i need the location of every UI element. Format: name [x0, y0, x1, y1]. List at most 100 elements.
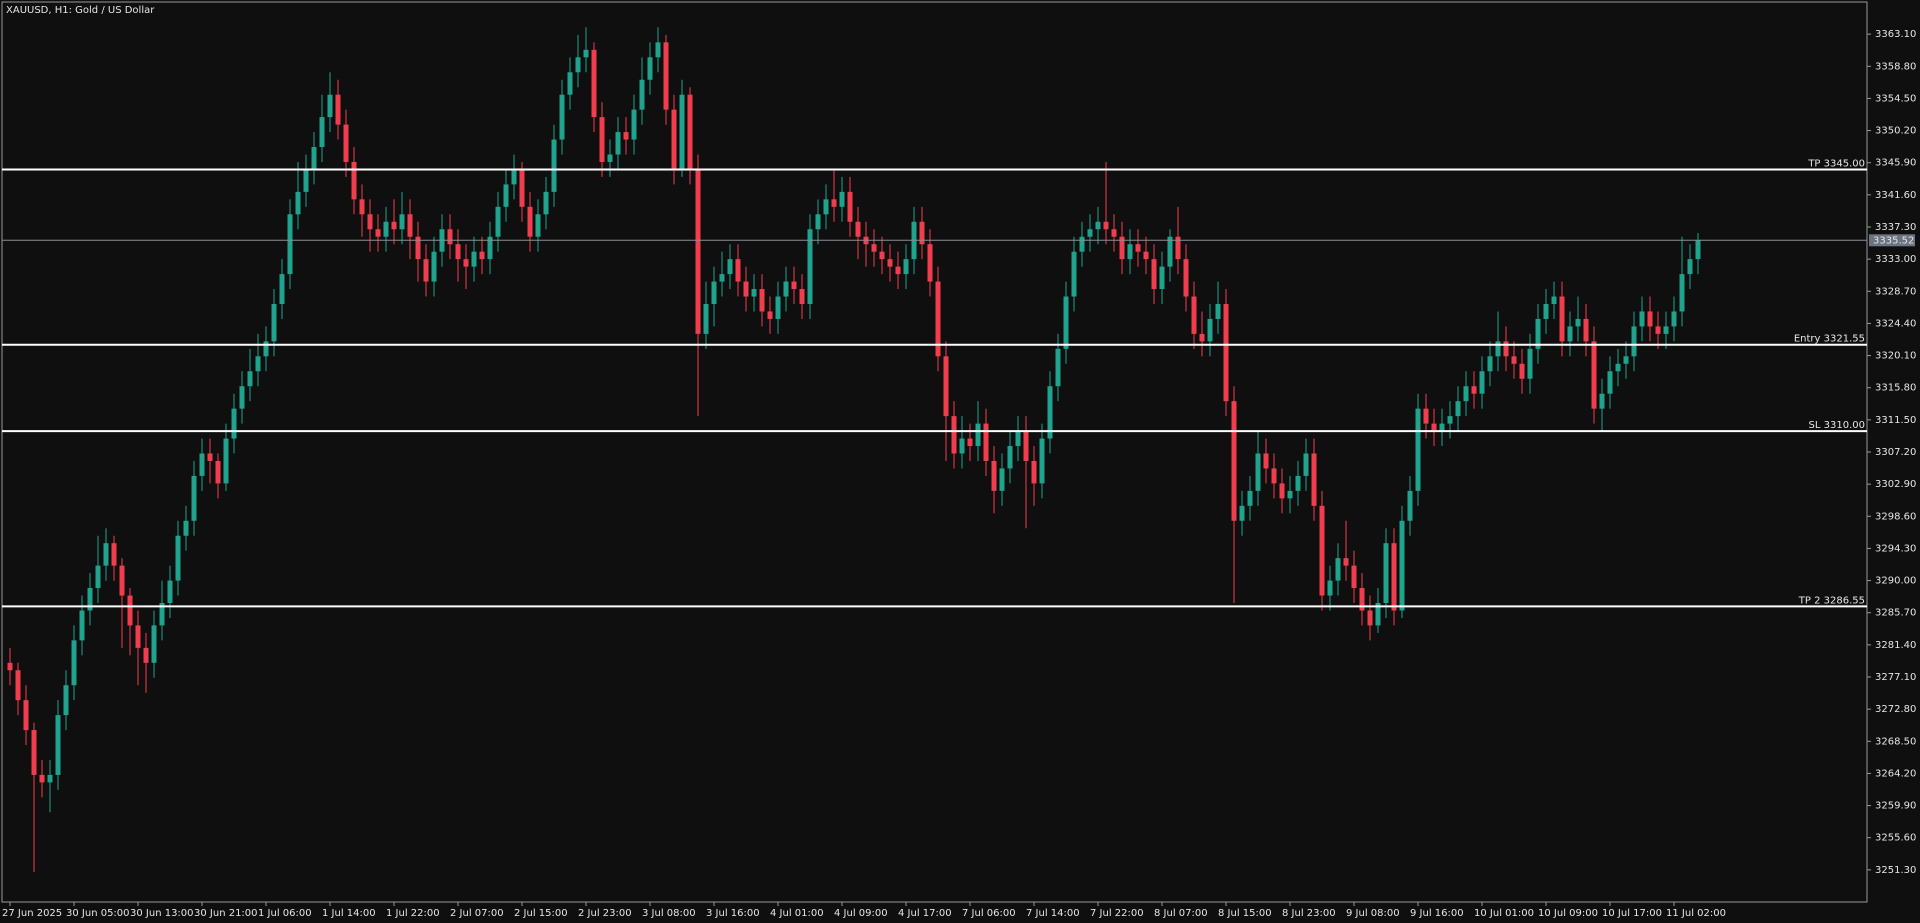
candle-body	[1167, 236, 1173, 267]
candle-body	[1655, 326, 1661, 334]
y-tick-label: 3302.90	[1875, 479, 1916, 490]
candle-body	[287, 214, 293, 275]
candle-body	[335, 94, 341, 125]
candle-body	[663, 42, 669, 110]
y-tick-label: 3251.30	[1875, 865, 1916, 876]
candle-body	[727, 259, 733, 275]
candle-body	[895, 266, 901, 275]
candle-body	[903, 259, 909, 275]
candle-body	[1447, 416, 1453, 424]
candle-body	[543, 191, 549, 215]
candle-body	[199, 453, 205, 476]
candle-body	[1055, 348, 1061, 387]
candle-body	[1551, 296, 1557, 304]
candle-body	[1495, 341, 1501, 357]
candle-body	[191, 475, 197, 521]
candle-body	[1559, 296, 1565, 342]
candle-body	[327, 94, 333, 118]
candle-body	[783, 281, 789, 297]
candle-body	[1503, 341, 1509, 357]
x-tick-label: 11 Jul 02:00	[1666, 908, 1726, 919]
candle-body	[47, 774, 53, 783]
candle-body	[983, 423, 989, 461]
x-tick-label: 9 Jul 08:00	[1346, 908, 1400, 919]
x-tick-label: 1 Jul 06:00	[258, 908, 312, 919]
candle-body	[679, 94, 685, 170]
current-price-tag	[1869, 234, 1915, 247]
candle-body	[175, 535, 181, 581]
candle-body	[1359, 588, 1365, 611]
y-tick-label: 3307.20	[1875, 447, 1916, 458]
candle-body	[1511, 356, 1517, 364]
candle-body	[831, 199, 837, 207]
candle-body	[343, 124, 349, 162]
candle-body	[1183, 259, 1189, 297]
candle-body	[1327, 580, 1333, 596]
candle-body	[1639, 311, 1645, 327]
candle-body	[1295, 475, 1301, 491]
candle-body	[775, 296, 781, 319]
candle-body	[1207, 318, 1213, 342]
candle-body	[1335, 558, 1341, 581]
candle-body	[799, 289, 805, 304]
candle-body	[839, 191, 845, 207]
candle-body	[703, 303, 709, 334]
candle-body	[647, 57, 653, 80]
candle-body	[871, 244, 877, 252]
candle-body	[1399, 520, 1405, 611]
candle-body	[695, 169, 701, 334]
x-tick-label: 4 Jul 17:00	[898, 908, 952, 919]
candle-body	[383, 221, 389, 237]
candle-body	[575, 57, 581, 73]
candle-body	[31, 730, 37, 775]
y-tick-label: 3290.00	[1875, 576, 1916, 587]
x-tick-label: 30 Jun 21:00	[194, 908, 258, 919]
candle-body	[991, 460, 997, 491]
candle-body	[951, 416, 957, 454]
candle-body	[1455, 401, 1461, 417]
candle-body	[1071, 251, 1077, 297]
candle-body	[1135, 244, 1141, 252]
candle-body	[407, 214, 413, 237]
candle-body	[1279, 483, 1285, 499]
y-tick-label: 3285.70	[1875, 608, 1916, 619]
candle-body	[1631, 326, 1637, 357]
candle-body	[511, 169, 517, 185]
candle-body	[1191, 296, 1197, 334]
x-tick-label: 3 Jul 08:00	[642, 908, 696, 919]
candle-body	[1471, 386, 1477, 394]
x-tick-label: 10 Jul 09:00	[1538, 908, 1598, 919]
candle-body	[15, 670, 21, 701]
candle-body	[1063, 296, 1069, 349]
candle-body	[607, 154, 613, 162]
candle-body	[79, 610, 85, 641]
candle-body	[151, 625, 157, 663]
candle-body	[1311, 453, 1317, 506]
candle-body	[1543, 303, 1549, 319]
candle-body	[1095, 221, 1101, 230]
candle-body	[1607, 371, 1613, 394]
y-tick-label: 3350.20	[1875, 126, 1916, 137]
y-tick-label: 3268.50	[1875, 736, 1916, 747]
x-tick-label: 8 Jul 23:00	[1282, 908, 1336, 919]
candle-body	[367, 214, 373, 230]
candle-body	[743, 281, 749, 297]
candle-body	[1623, 356, 1629, 364]
candle-body	[919, 221, 925, 245]
x-tick-label: 2 Jul 23:00	[578, 908, 632, 919]
candle-body	[807, 229, 813, 304]
candle-body	[567, 72, 573, 95]
candle-body	[463, 259, 469, 267]
candle-body	[103, 543, 109, 566]
candle-body	[1223, 303, 1229, 402]
candle-body	[711, 281, 717, 304]
candle-body	[671, 109, 677, 170]
x-tick-label: 7 Jul 06:00	[962, 908, 1016, 919]
candle-body	[1263, 453, 1269, 469]
y-tick-label: 3333.00	[1875, 254, 1916, 265]
y-tick-label: 3281.40	[1875, 640, 1916, 651]
candle-body	[495, 206, 501, 237]
y-tick-label: 3315.80	[1875, 383, 1916, 394]
candle-body	[1407, 490, 1413, 521]
